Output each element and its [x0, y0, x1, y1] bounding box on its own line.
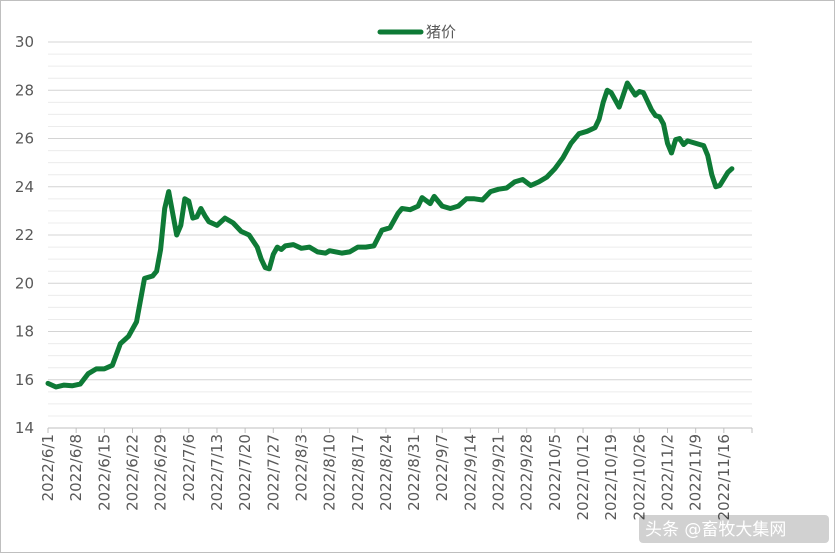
x-tick-label: 2022/9/14: [461, 434, 479, 511]
y-tick-label: 26: [15, 130, 34, 148]
y-tick-label: 16: [15, 371, 34, 389]
x-tick-label: 2022/8/10: [321, 434, 339, 511]
x-tick-label: 2022/6/8: [67, 434, 85, 501]
x-tick-label: 2022/6/22: [123, 434, 141, 511]
x-tick-label: 2022/11/9: [687, 434, 705, 511]
y-tick-label: 22: [15, 226, 34, 244]
x-tick-label: 2022/7/6: [180, 434, 198, 501]
series-line-pig-price: [45, 80, 735, 390]
x-tick-label: 2022/8/17: [349, 434, 367, 511]
x-tick-label: 2022/10/26: [630, 434, 648, 520]
legend: 猪价: [377, 23, 456, 41]
y-tick-label: 24: [15, 178, 34, 196]
x-tick-label: 2022/8/31: [405, 434, 423, 511]
x-tick-label: 2022/8/3: [292, 434, 310, 501]
x-tick-label: 2022/6/1: [39, 434, 57, 501]
x-tick-label: 2022/10/19: [602, 434, 620, 520]
x-tick-label: 2022/10/5: [546, 434, 564, 511]
legend-label: 猪价: [426, 23, 456, 41]
x-tick-label: 2022/9/7: [433, 434, 451, 501]
series-layer: [45, 80, 735, 390]
x-tick-label: 2022/7/13: [208, 434, 226, 511]
x-tick-label: 2022/11/16: [715, 434, 733, 520]
y-tick-label: 20: [15, 274, 34, 292]
watermark: 头条 @畜牧大集网: [639, 515, 829, 543]
x-tick-label: 2022/10/12: [574, 434, 592, 520]
x-tick-label: 2022/9/28: [518, 434, 536, 511]
y-tick-label: 18: [15, 323, 34, 341]
x-tick-label: 2022/6/29: [152, 434, 170, 511]
tick-labels: 14 16 18 20 22 24 26 28 30 2022/6/1 2022/6/8 2022/6…: [15, 33, 733, 520]
x-tick-label: 2022/7/20: [236, 434, 254, 511]
x-tick-label: 2022/9/21: [490, 434, 508, 511]
x-tick-label: 2022/6/15: [95, 434, 113, 511]
y-tick-label: 30: [15, 33, 34, 51]
x-tick-label: 2022/8/24: [377, 434, 395, 511]
axes: [47, 427, 753, 433]
watermark-text: 头条 @畜牧大集网: [645, 520, 786, 540]
x-tick-label: 2022/11/2: [659, 434, 677, 511]
y-tick-label: 14: [15, 419, 34, 437]
watermark-backdrop: [639, 515, 829, 543]
y-tick-label: 28: [15, 81, 34, 99]
x-tick-label: 2022/7/27: [264, 434, 282, 511]
